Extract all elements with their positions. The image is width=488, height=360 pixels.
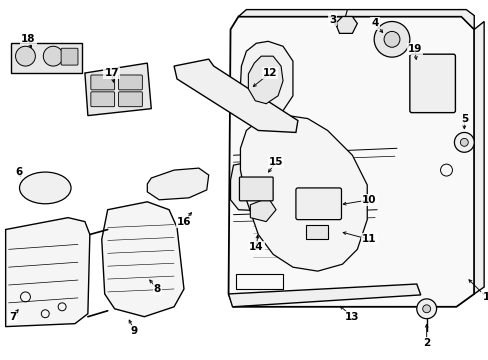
Text: 3: 3 bbox=[328, 14, 336, 24]
Polygon shape bbox=[238, 10, 473, 30]
Text: 9: 9 bbox=[131, 325, 138, 336]
FancyBboxPatch shape bbox=[91, 75, 114, 90]
Circle shape bbox=[383, 31, 399, 47]
Text: 13: 13 bbox=[345, 312, 359, 322]
Circle shape bbox=[373, 22, 409, 57]
Polygon shape bbox=[228, 284, 420, 307]
Text: 1: 1 bbox=[482, 292, 488, 302]
Polygon shape bbox=[335, 17, 357, 33]
Text: 7: 7 bbox=[9, 312, 16, 322]
Circle shape bbox=[453, 132, 473, 152]
Polygon shape bbox=[174, 59, 297, 132]
Text: 10: 10 bbox=[361, 195, 376, 205]
Circle shape bbox=[422, 305, 430, 313]
FancyBboxPatch shape bbox=[409, 54, 454, 113]
Text: 18: 18 bbox=[21, 34, 36, 44]
Text: 19: 19 bbox=[407, 44, 421, 54]
Text: 16: 16 bbox=[176, 217, 191, 226]
Circle shape bbox=[416, 299, 436, 319]
Text: 17: 17 bbox=[104, 68, 119, 78]
Circle shape bbox=[43, 46, 63, 66]
FancyBboxPatch shape bbox=[91, 92, 114, 107]
Polygon shape bbox=[11, 43, 82, 73]
Text: 15: 15 bbox=[268, 157, 283, 167]
Text: 5: 5 bbox=[460, 113, 467, 123]
Polygon shape bbox=[250, 198, 276, 222]
Polygon shape bbox=[240, 41, 292, 118]
FancyBboxPatch shape bbox=[119, 75, 142, 90]
FancyBboxPatch shape bbox=[61, 48, 78, 65]
FancyBboxPatch shape bbox=[295, 188, 341, 220]
Ellipse shape bbox=[20, 172, 71, 204]
Polygon shape bbox=[147, 168, 208, 200]
Polygon shape bbox=[305, 225, 327, 239]
Polygon shape bbox=[6, 218, 90, 327]
Text: 8: 8 bbox=[153, 284, 161, 294]
FancyBboxPatch shape bbox=[239, 177, 273, 201]
Polygon shape bbox=[228, 17, 473, 307]
Polygon shape bbox=[473, 22, 483, 294]
Text: 14: 14 bbox=[248, 242, 263, 252]
Polygon shape bbox=[248, 56, 283, 104]
Circle shape bbox=[459, 138, 468, 146]
Polygon shape bbox=[240, 116, 366, 271]
Text: 6: 6 bbox=[15, 167, 22, 177]
Polygon shape bbox=[85, 63, 151, 116]
Text: 11: 11 bbox=[361, 234, 376, 244]
Text: 4: 4 bbox=[371, 18, 378, 28]
Polygon shape bbox=[230, 158, 346, 212]
Polygon shape bbox=[102, 202, 183, 317]
Circle shape bbox=[16, 46, 35, 66]
Text: 2: 2 bbox=[422, 338, 429, 348]
Text: 12: 12 bbox=[263, 68, 277, 78]
FancyBboxPatch shape bbox=[119, 92, 142, 107]
